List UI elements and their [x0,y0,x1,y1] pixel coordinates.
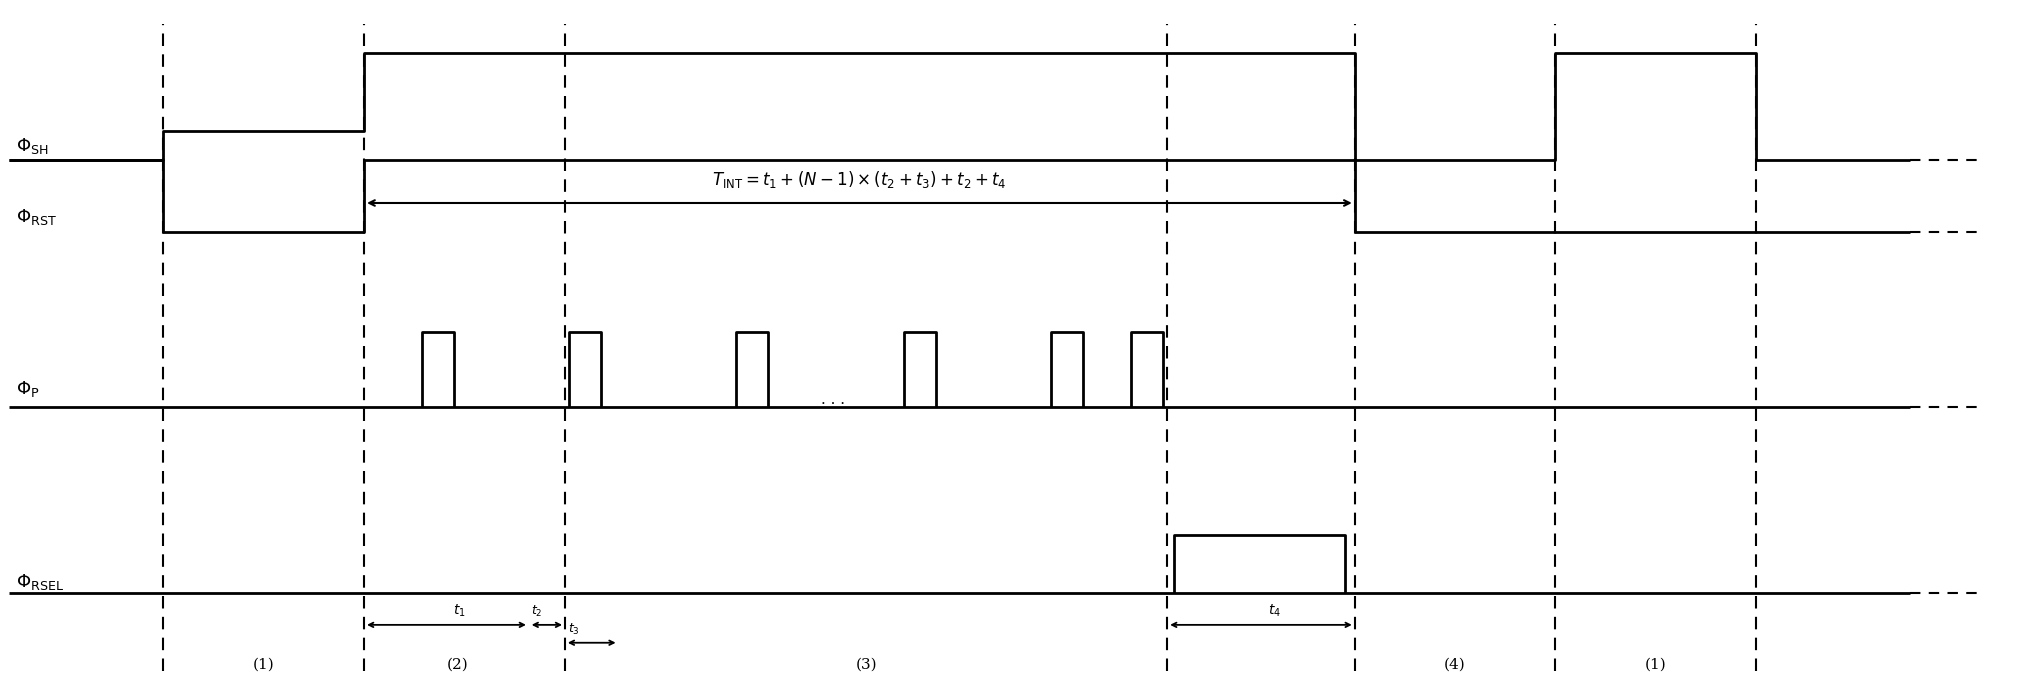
Text: $\Phi_{\rm P}$: $\Phi_{\rm P}$ [16,379,40,399]
Text: (2): (2) [446,657,469,671]
Text: $T_{\rm INT} = t_1+(N-1)\times(t_2+t_3)+t_2+t_4$: $T_{\rm INT} = t_1+(N-1)\times(t_2+t_3)+… [713,169,1006,190]
Text: $t_2$: $t_2$ [531,604,543,619]
Text: $\Phi_{\rm SH}$: $\Phi_{\rm SH}$ [16,136,48,156]
Text: $\Phi_{\rm RST}$: $\Phi_{\rm RST}$ [16,208,57,227]
Text: $t_4$: $t_4$ [1269,603,1281,619]
Text: $t_1$: $t_1$ [452,603,467,619]
Text: (1): (1) [252,657,275,671]
Text: (3): (3) [854,657,877,671]
Text: $\Phi_{\rm RSEL}$: $\Phi_{\rm RSEL}$ [16,572,65,592]
Text: (1): (1) [1644,657,1666,671]
Text: $t_3$: $t_3$ [568,622,580,637]
Text: (4): (4) [1444,657,1467,671]
Text: . . .: . . . [820,392,844,407]
